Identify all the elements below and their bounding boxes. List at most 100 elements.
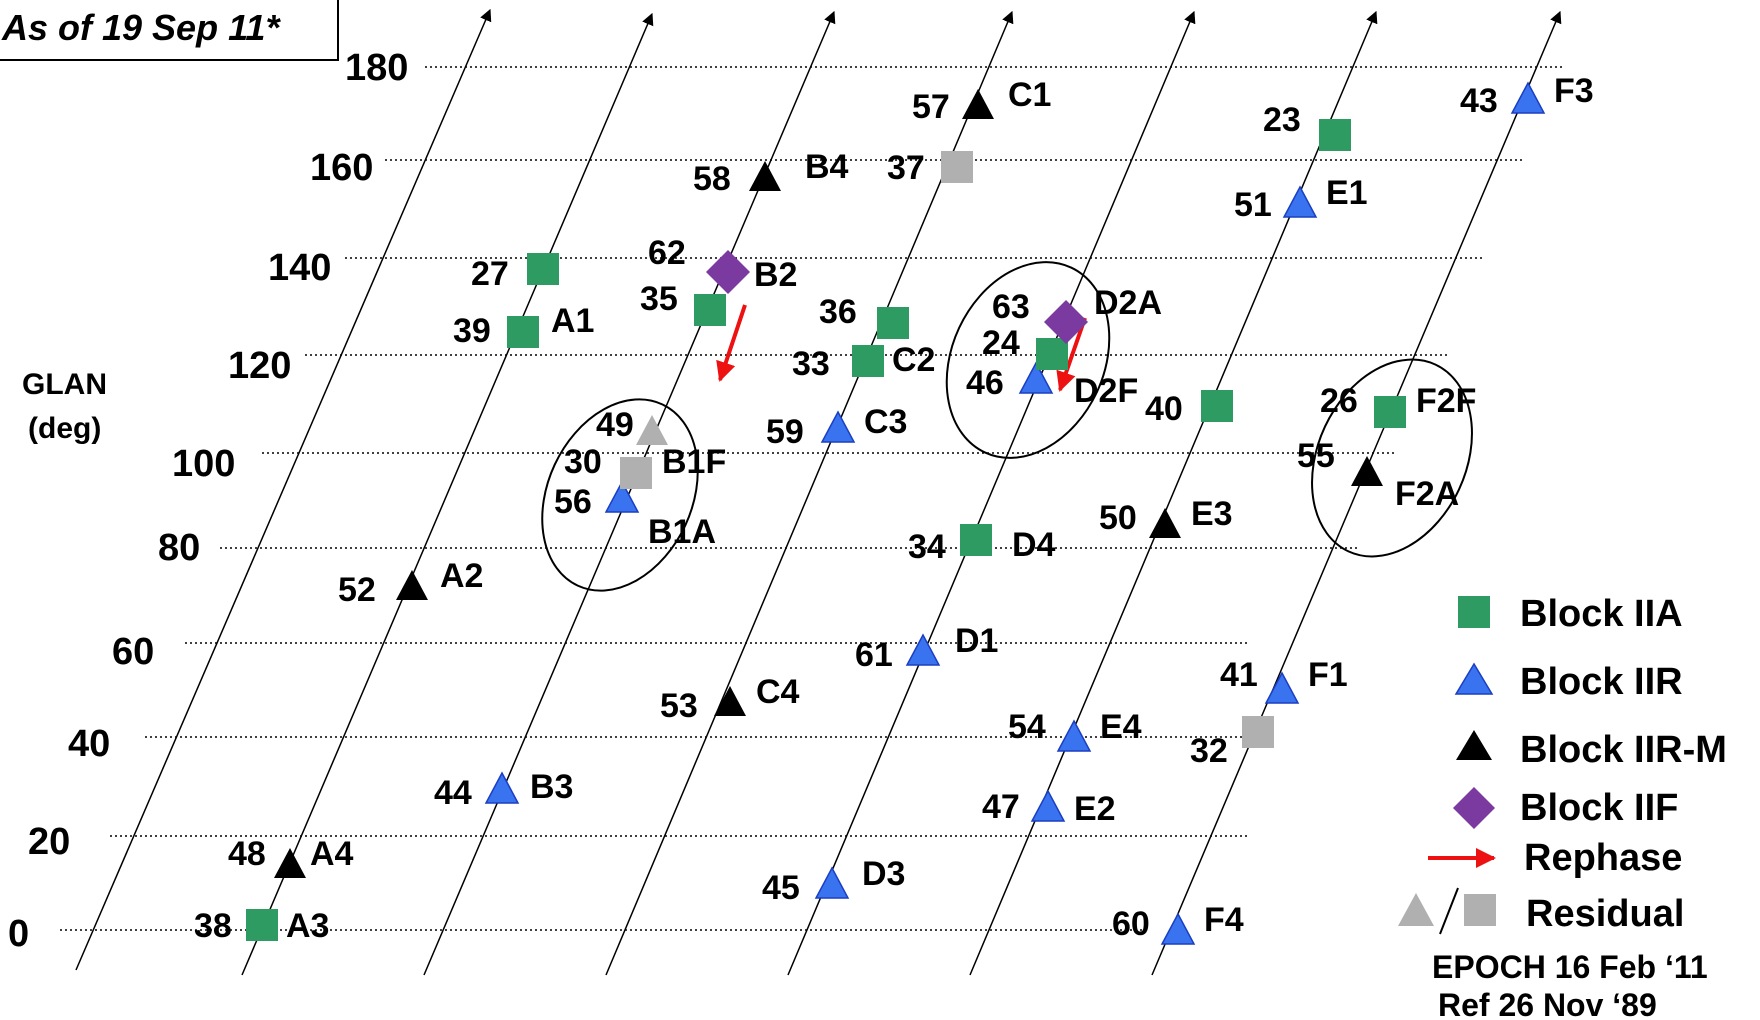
satellite-number: 49 [596,406,634,444]
satellite-marker [814,866,850,899]
satellite-marker [852,345,884,377]
orbit-line [241,12,654,976]
satellite-marker [714,686,746,716]
satellite-number: 52 [338,571,376,609]
legend-square-iia [1458,596,1490,628]
y-axis-label-unit: (deg) [28,412,101,445]
satellite-slot: C1 [1008,76,1051,114]
satellite-number: 36 [819,293,857,331]
satellite-number: 24 [982,324,1020,362]
satellite-57: 57 C1 [912,76,1051,126]
satellite-number: 62 [648,234,686,272]
legend-residual-square [1464,894,1496,926]
satellite-slot: F2A [1395,475,1459,513]
legend: Block IIA Block IIR Block IIR-M Block II… [1398,593,1727,1020]
satellite-54: 54 E4 [1008,708,1142,752]
y-tick-label: 180 [345,47,408,89]
satellite-marker [1056,719,1092,752]
y-tick-label: 120 [228,345,291,387]
orbit-line [75,8,492,971]
satellite-40: 40 [1145,390,1233,428]
y-tick-label: 40 [68,723,110,765]
satellite-number: 30 [564,443,602,481]
satellite-marker [604,480,640,513]
satellite-marker [905,633,941,666]
orbit-line [969,10,1378,976]
satellite-number: 44 [434,774,472,812]
satellite-slot: E4 [1100,708,1142,746]
satellite-38: 38 A3 [194,907,329,945]
satellite-63: 63 D2A [992,284,1162,344]
satellite-number: 23 [1263,101,1301,139]
satellite-56: 56 B1A [554,480,716,551]
legend-triangle-iirm [1456,730,1492,760]
satellite-slot: C3 [864,403,907,441]
satellite-marker [960,524,992,556]
y-axis-label: GLAN [22,368,107,401]
satellite-slot: B1F [662,443,726,481]
satellite-62: 62 B2 [648,234,797,294]
satellite-slot: C4 [756,673,800,711]
orbit-line [423,10,836,976]
satellite-52: 52 A2 [338,557,483,609]
satellite-49: 49 [596,406,668,445]
satellite-marker [1201,390,1233,422]
y-tick-label: 80 [158,527,200,569]
satellite-53: 53 C4 [660,673,800,725]
satellite-marker [1319,119,1351,151]
satellite-marker [1030,789,1066,822]
satellite-marker [636,415,668,445]
satellite-slot: D1 [955,622,998,660]
satellite-55: 55 F2A [1297,437,1459,513]
satellites: 38 A3 48 A4 52 A2 39 A1 27 44 B3 56 B1A 30 B1F 49 35 62 B2… [194,72,1594,945]
satellite-number: 55 [1297,437,1335,475]
satellite-47: 47 E2 [982,788,1116,828]
satellite-slot: D3 [862,855,905,893]
satellite-number: 40 [1145,390,1183,428]
legend-triangle-iir [1454,662,1494,695]
satellite-number: 39 [453,312,491,350]
satellite-number: 47 [982,788,1020,826]
rephase-arrows [716,304,1087,392]
satellite-number: 41 [1220,656,1258,694]
satellite-slot: B4 [805,148,849,186]
as-of-text: As of 19 Sep 11* [1,7,281,48]
y-tick-label: 0 [8,913,29,955]
satellite-45: 45 D3 [762,855,905,907]
satellite-slot: B1A [648,513,716,551]
satellite-marker [484,771,520,804]
satellite-marker [274,848,306,878]
satellite-marker [749,161,781,191]
satellite-number: 57 [912,88,950,126]
orbit-line [1151,10,1562,976]
satellite-slot: B2 [754,256,797,294]
satellite-61: 61 D1 [855,622,998,674]
satellite-marker [694,294,726,326]
satellite-51: 51 E1 [1234,174,1368,224]
satellite-59: 59 C3 [766,403,907,451]
satellite-number: 54 [1008,708,1046,746]
legend-diamond-iif [1453,787,1495,829]
satellite-37: 37 [887,149,973,187]
satellite-number: 33 [792,345,830,383]
orbit-line [787,10,1196,976]
y-tick-label: 100 [172,443,235,485]
satellite-number: 26 [1320,382,1358,420]
satellite-slot: F3 [1554,72,1594,110]
satellite-marker [820,410,856,443]
satellite-58: 58 B4 [693,148,849,198]
satellite-slot: D4 [1012,526,1056,564]
satellite-60: 60 F4 [1112,901,1244,945]
satellite-32: 32 [1190,716,1274,770]
satellite-24: 24 [982,324,1068,370]
satellite-number: 27 [471,255,509,293]
satellite-number: 50 [1099,499,1137,537]
y-tick-label: 160 [310,147,373,189]
satellite-marker [941,151,973,183]
legend-residual-triangle [1398,893,1434,926]
satellite-marker [1018,361,1054,394]
satellite-39: 39 A1 [453,302,594,350]
satellite-slot: D2A [1094,284,1162,322]
satellite-marker [527,253,559,285]
